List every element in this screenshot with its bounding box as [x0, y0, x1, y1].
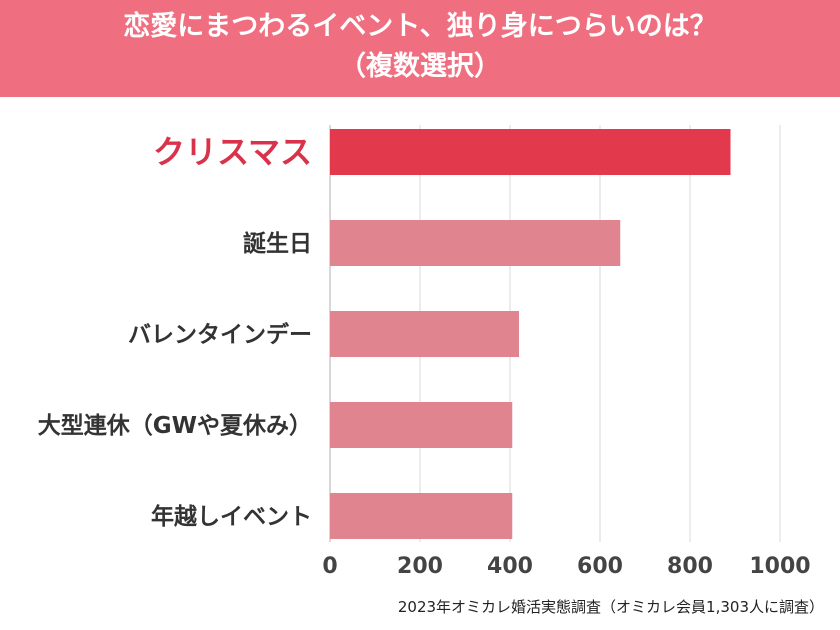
x-tick-label: 400 [487, 554, 533, 579]
bars [330, 129, 731, 539]
bar [330, 493, 513, 539]
category-label: 誕生日 [243, 231, 312, 257]
bar [330, 129, 731, 175]
x-tick-label: 800 [667, 554, 713, 579]
category-label: バレンタインデー [128, 321, 312, 348]
x-tick-label: 1000 [749, 554, 810, 579]
category-label: 年越しイベント [151, 503, 312, 530]
bar [330, 311, 519, 357]
x-tick-label: 600 [577, 554, 623, 579]
title-banner [0, 0, 840, 97]
category-label: 大型連休（GWや夏休み） [38, 412, 312, 439]
x-tick-label: 0 [322, 554, 337, 579]
source-note: 2023年オミカレ婚活実態調査（オミカレ会員1,303人に調査） [397, 598, 824, 616]
category-label: クリスマス [153, 133, 312, 171]
x-axis-ticks: 0 200 400 600 800 1000 [322, 554, 810, 579]
bar [330, 402, 513, 448]
chart-title: 恋愛にまつわるイベント、独り身につらいのは？ [123, 11, 717, 42]
chart-subtitle: （複数選択） [339, 51, 501, 82]
bar [330, 220, 621, 266]
x-tick-label: 200 [397, 554, 443, 579]
